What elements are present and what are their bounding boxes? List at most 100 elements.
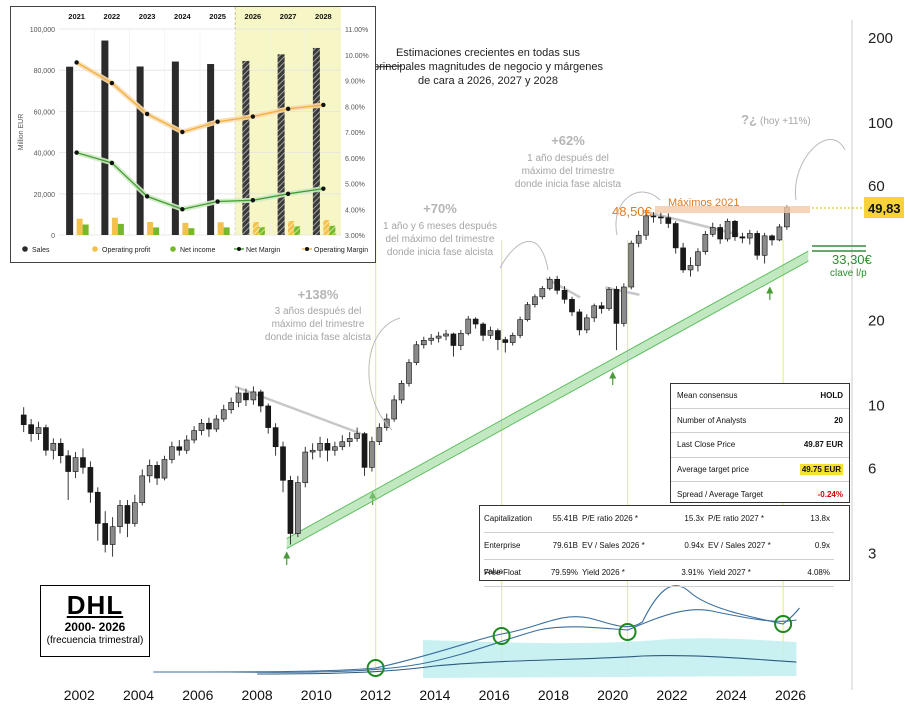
inset-line-point	[109, 160, 115, 166]
candle	[472, 318, 479, 325]
support-value-label: 33,30€	[832, 252, 873, 267]
inset-bar-sales	[312, 47, 320, 236]
candle	[546, 278, 553, 289]
candle	[450, 333, 457, 346]
inset-line-net-margin	[76, 151, 324, 210]
inset-year-label: 2021	[68, 12, 85, 21]
inset-y-tick-right: 9.00%	[345, 79, 365, 86]
annotation-62-arc	[615, 191, 661, 236]
candle	[109, 526, 116, 545]
candle	[43, 427, 49, 451]
annotation-today: ?¿ (hoy +11%)	[741, 112, 846, 201]
annotation-138-line2: máximo del trimestre	[272, 319, 365, 330]
chart-title: DHL	[66, 590, 124, 620]
inset-bar-net-income	[82, 224, 89, 235]
candle	[658, 216, 664, 219]
x-tick-label: 2002	[64, 687, 95, 703]
candle	[72, 457, 79, 472]
svg-text:1 año y 6 meses después: 1 año y 6 meses después	[383, 221, 497, 232]
support-sublabel: clave l/p	[830, 268, 867, 279]
inset-year-label: 2024	[174, 12, 192, 21]
candle	[250, 391, 257, 401]
candle	[480, 323, 486, 336]
candle	[458, 332, 464, 346]
candle	[169, 446, 175, 460]
candle	[280, 446, 286, 481]
svg-text:del máximo del trimestre: del máximo del trimestre	[386, 234, 495, 245]
x-tick-label: 2026	[775, 687, 806, 703]
candle	[643, 215, 649, 236]
candle	[569, 299, 575, 313]
candle	[198, 422, 205, 431]
oscillator	[153, 585, 800, 678]
candle	[532, 296, 538, 305]
candle	[687, 265, 694, 271]
inset-y-tick-left: 100,000	[30, 27, 55, 34]
candle	[776, 226, 783, 241]
inset-y-tick-right: 4.00%	[345, 207, 365, 214]
candle	[139, 475, 146, 503]
inset-y-tick-right: 6.00%	[345, 156, 365, 163]
annotation-138: +138% 3 años después del máximo del trim…	[265, 287, 401, 431]
candle	[65, 455, 71, 472]
trend-channel	[286, 250, 809, 549]
candle	[754, 233, 761, 256]
inset-y-tick-left: 20,000	[34, 192, 56, 199]
inset-line-point	[74, 60, 79, 65]
inset-line-operating-margin	[76, 61, 324, 133]
inset-line-point	[250, 114, 256, 119]
inset-year-label: 2026	[245, 12, 262, 21]
candle	[317, 443, 323, 451]
legend-swatch	[92, 246, 98, 252]
x-tick-label: 2012	[360, 687, 391, 703]
inset-y-tick-right: 5.00%	[345, 182, 365, 189]
candle	[739, 236, 746, 239]
y-tick-label: 200	[868, 30, 893, 47]
candle	[428, 337, 435, 341]
annotation-today-text: (hoy +11%)	[760, 116, 811, 127]
candle	[606, 289, 612, 309]
candle	[35, 427, 42, 434]
inset-bar-sales	[66, 66, 74, 235]
legend-label: Net income	[180, 247, 216, 254]
annotation-138-line1: 3 años después del	[275, 306, 362, 317]
resistance-line	[642, 209, 739, 236]
candle	[57, 443, 64, 457]
x-tick-label: 2004	[123, 687, 154, 703]
candle	[161, 459, 168, 479]
candle	[502, 339, 509, 343]
candle	[517, 319, 523, 336]
candle	[265, 405, 272, 428]
candle	[435, 335, 442, 339]
inset-bar-operating-profit	[217, 222, 224, 235]
inset-y-tick-right: 7.00%	[345, 130, 365, 137]
inset-ylabel: Million EUR	[18, 114, 25, 151]
inset-bar-operating-profit	[288, 220, 295, 235]
candle	[272, 427, 279, 448]
inset-bar-net-income	[329, 225, 336, 235]
legend-label: Operating profit	[102, 247, 150, 254]
annotation-138-line3: donde inicia fase alcista	[265, 332, 372, 343]
candle	[354, 433, 360, 439]
title-box: DHL 2000- 2026 (frecuencia trimestral)	[40, 585, 150, 657]
inset-line-point	[250, 198, 256, 203]
inset-line-point	[321, 186, 326, 191]
last-price-value: 49,83	[868, 201, 901, 216]
annotation-70: +70% 1 año y 6 meses después del máximo …	[383, 201, 549, 271]
inset-bar-operating-profit	[111, 217, 118, 235]
candle	[769, 235, 775, 241]
inset-line-point	[180, 129, 185, 135]
candle	[680, 247, 686, 271]
consensus-table: Mean consensus HOLD Number of Analysts 20 …	[670, 383, 850, 503]
candle	[717, 227, 723, 240]
inset-line-point	[321, 102, 326, 108]
candle	[302, 451, 309, 483]
svg-text:donde inicia fase alcista: donde inicia fase alcista	[387, 247, 494, 258]
inset-line-point	[144, 194, 150, 199]
legend-swatch-dot	[305, 247, 309, 251]
inset-bar-operating-profit	[182, 222, 189, 235]
oscillator-line-3	[257, 655, 797, 675]
annotation-70-arc	[499, 240, 549, 271]
candle	[761, 235, 768, 256]
legend-swatch	[170, 246, 176, 252]
